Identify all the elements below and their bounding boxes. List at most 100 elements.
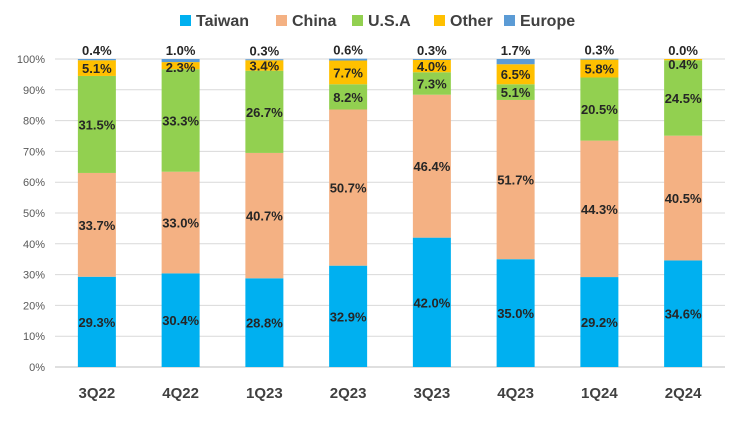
data-label-taiwan-3q23: 42.0% <box>413 295 450 310</box>
bar-segment-europe-2q23 <box>329 58 368 61</box>
data-label-europe-2q23: 0.6% <box>333 43 363 58</box>
x-tick-label-4q23: 4Q23 <box>497 385 534 402</box>
y-tick-label-10: 10% <box>23 331 45 343</box>
bar-segment-taiwan-4q22 <box>161 273 200 367</box>
legend-swatch-europe <box>504 15 515 26</box>
bar-segment-u-s-a-4q22 <box>161 69 200 172</box>
legend-swatch-u-s-a <box>352 15 363 26</box>
y-tick-label-70: 70% <box>23 146 45 158</box>
bar-segment-china-2q23 <box>329 109 368 266</box>
data-label-other-2q24: 0.4% <box>668 57 698 72</box>
bar-segment-taiwan-1q23 <box>245 278 284 367</box>
data-label-europe-3q23: 0.3% <box>417 43 447 58</box>
y-tick-label-60: 60% <box>23 177 45 189</box>
data-label-other-1q23: 3.4% <box>250 58 280 73</box>
bar-segment-taiwan-3q22 <box>77 276 116 367</box>
bar-segment-other-2q23 <box>329 60 368 85</box>
bar-segment-u-s-a-1q24 <box>580 77 619 141</box>
data-label-europe-2q24: 0.0% <box>668 43 698 58</box>
data-label-other-3q22: 5.1% <box>82 61 112 76</box>
x-tick-label-3q22: 3Q22 <box>79 385 116 402</box>
bar-segment-u-s-a-3q22 <box>77 75 116 173</box>
bar-segment-other-4q22 <box>161 62 200 70</box>
data-label-other-2q23: 7.7% <box>333 65 363 80</box>
data-label-europe-4q23: 1.7% <box>501 43 531 58</box>
bar-segment-china-2q24 <box>664 135 703 261</box>
bar-segment-china-3q22 <box>77 172 116 277</box>
legend-label-u-s-a: U.S.A <box>368 13 411 30</box>
data-label-taiwan-2q23: 32.9% <box>330 309 367 324</box>
data-label-china-3q23: 46.4% <box>413 159 450 174</box>
data-label-u-s-a-4q22: 33.3% <box>162 113 199 128</box>
x-tick-label-2q23: 2Q23 <box>330 385 367 402</box>
bar-segment-u-s-a-2q23 <box>329 84 368 110</box>
x-tick-label-1q23: 1Q23 <box>246 385 283 402</box>
x-tick-label-1q24: 1Q24 <box>581 385 618 402</box>
bar-segment-europe-1q24 <box>580 58 619 60</box>
y-tick-label-80: 80% <box>23 116 45 128</box>
data-label-europe-1q23: 0.3% <box>250 43 280 58</box>
data-label-china-3q22: 33.7% <box>78 218 115 233</box>
data-label-china-1q24: 44.3% <box>581 202 618 217</box>
bar-segment-china-1q24 <box>580 140 619 278</box>
data-label-europe-1q24: 0.3% <box>585 43 615 58</box>
y-tick-label-90: 90% <box>23 85 45 97</box>
bar-segment-u-s-a-2q24 <box>664 60 703 136</box>
data-label-taiwan-3q22: 29.3% <box>78 315 115 330</box>
data-label-u-s-a-2q23: 8.2% <box>333 90 363 105</box>
legend-swatch-other <box>434 15 445 26</box>
legend-swatch-china <box>276 15 287 26</box>
y-tick-label-30: 30% <box>23 270 45 282</box>
x-tick-label-2q24: 2Q24 <box>665 385 702 402</box>
data-label-other-4q23: 6.5% <box>501 67 531 82</box>
legend-swatch-taiwan <box>180 15 191 26</box>
data-label-china-2q23: 50.7% <box>330 181 367 196</box>
bar-segment-other-4q23 <box>496 64 535 85</box>
data-label-taiwan-1q23: 28.8% <box>246 316 283 331</box>
data-label-u-s-a-4q23: 5.1% <box>501 85 531 100</box>
data-label-taiwan-2q24: 34.6% <box>665 307 702 322</box>
bar-segment-taiwan-1q24 <box>580 277 619 367</box>
data-label-u-s-a-2q24: 24.5% <box>665 91 702 106</box>
x-tick-label-4q22: 4Q22 <box>162 385 199 402</box>
data-label-u-s-a-3q22: 31.5% <box>78 117 115 132</box>
bar-segment-europe-3q23 <box>412 59 451 60</box>
data-label-other-3q23: 4.0% <box>417 59 447 74</box>
legend-label-taiwan: Taiwan <box>196 13 249 30</box>
data-label-china-2q24: 40.5% <box>665 191 702 206</box>
legend-label-other: Other <box>450 13 493 30</box>
data-label-other-4q22: 2.3% <box>166 60 196 75</box>
y-tick-label-0: 0% <box>29 362 45 374</box>
bar-segment-other-3q22 <box>77 60 116 76</box>
x-tick-label-3q23: 3Q23 <box>414 385 451 402</box>
data-label-u-s-a-1q24: 20.5% <box>581 102 618 117</box>
bar-segment-u-s-a-4q23 <box>496 84 535 100</box>
bar-segment-taiwan-2q24 <box>664 260 703 367</box>
legend-label-europe: Europe <box>520 13 575 30</box>
bar-segment-other-2q24 <box>664 59 703 61</box>
y-tick-label-20: 20% <box>23 300 45 312</box>
bar-segment-china-4q23 <box>496 99 535 260</box>
data-label-other-1q24: 5.8% <box>585 62 615 77</box>
bar-segment-other-1q23 <box>245 60 284 71</box>
bar-segment-u-s-a-1q23 <box>245 70 284 153</box>
data-label-china-4q23: 51.7% <box>497 173 534 188</box>
data-label-taiwan-4q22: 30.4% <box>162 313 199 328</box>
bar-segment-taiwan-4q23 <box>496 259 535 367</box>
bar-segment-taiwan-3q23 <box>412 237 451 367</box>
bar-segment-europe-4q22 <box>161 59 200 63</box>
bar-segment-europe-4q23 <box>496 59 535 65</box>
data-label-europe-4q22: 1.0% <box>166 43 196 58</box>
bar-segment-europe-3q22 <box>77 59 116 61</box>
bar-segment-other-3q23 <box>412 59 451 73</box>
bar-segment-other-1q24 <box>580 59 619 78</box>
bar-segment-china-1q23 <box>245 152 284 279</box>
data-label-europe-3q22: 0.4% <box>82 43 112 58</box>
data-label-taiwan-4q23: 35.0% <box>497 306 534 321</box>
bar-segment-china-4q22 <box>161 171 200 274</box>
y-tick-label-40: 40% <box>23 239 45 251</box>
data-label-taiwan-1q24: 29.2% <box>581 315 618 330</box>
legend-label-china: China <box>292 13 337 30</box>
